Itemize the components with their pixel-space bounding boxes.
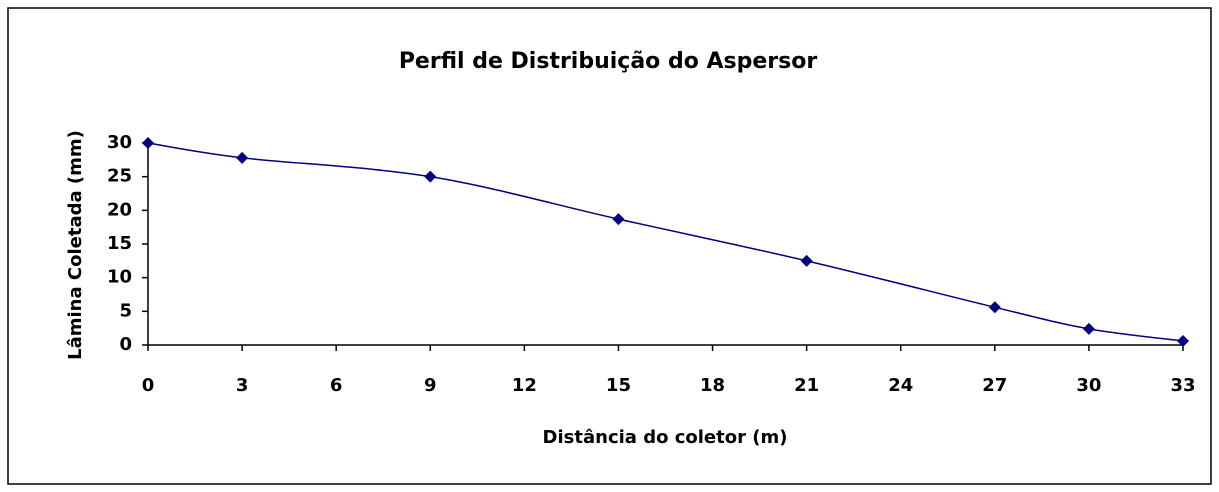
x-tick-label: 0: [142, 375, 155, 396]
y-tick-label: 25: [107, 166, 132, 187]
marker: [1177, 334, 1189, 347]
chart-border: [7, 7, 1212, 485]
x-tick-label: 15: [606, 375, 631, 396]
y-tick-label: 0: [119, 334, 132, 355]
x-tick-label: 3: [236, 375, 249, 396]
y-tick-label: 15: [107, 233, 132, 254]
x-tick-label: 6: [330, 375, 343, 396]
marker: [612, 213, 625, 226]
chart-title: Perfil de Distribuição do Aspersor: [399, 49, 818, 74]
marker: [800, 254, 813, 267]
y-tick-label: 20: [107, 199, 132, 220]
x-tick-label: 21: [794, 375, 819, 396]
x-tick-label: 18: [700, 375, 725, 396]
x-tick-label: 12: [512, 375, 537, 396]
x-tick-label: 27: [982, 375, 1007, 396]
y-tick-label: 5: [119, 300, 132, 321]
x-tick-label: 9: [424, 375, 437, 396]
x-tick-label: 24: [888, 375, 913, 396]
marker: [142, 137, 154, 149]
y-axis-label: Lâmina Coletada (mm): [65, 130, 86, 360]
marker: [236, 151, 249, 164]
y-tick-label: 10: [107, 267, 132, 288]
marker: [988, 301, 1001, 314]
x-axis-label: Distância do coletor (m): [543, 427, 788, 448]
marker: [424, 170, 437, 183]
y-tick-label: 30: [107, 132, 132, 153]
x-tick-label: 30: [1076, 375, 1101, 396]
marker: [1082, 322, 1095, 335]
line: [147, 142, 1184, 342]
x-tick-label: 33: [1170, 375, 1195, 396]
